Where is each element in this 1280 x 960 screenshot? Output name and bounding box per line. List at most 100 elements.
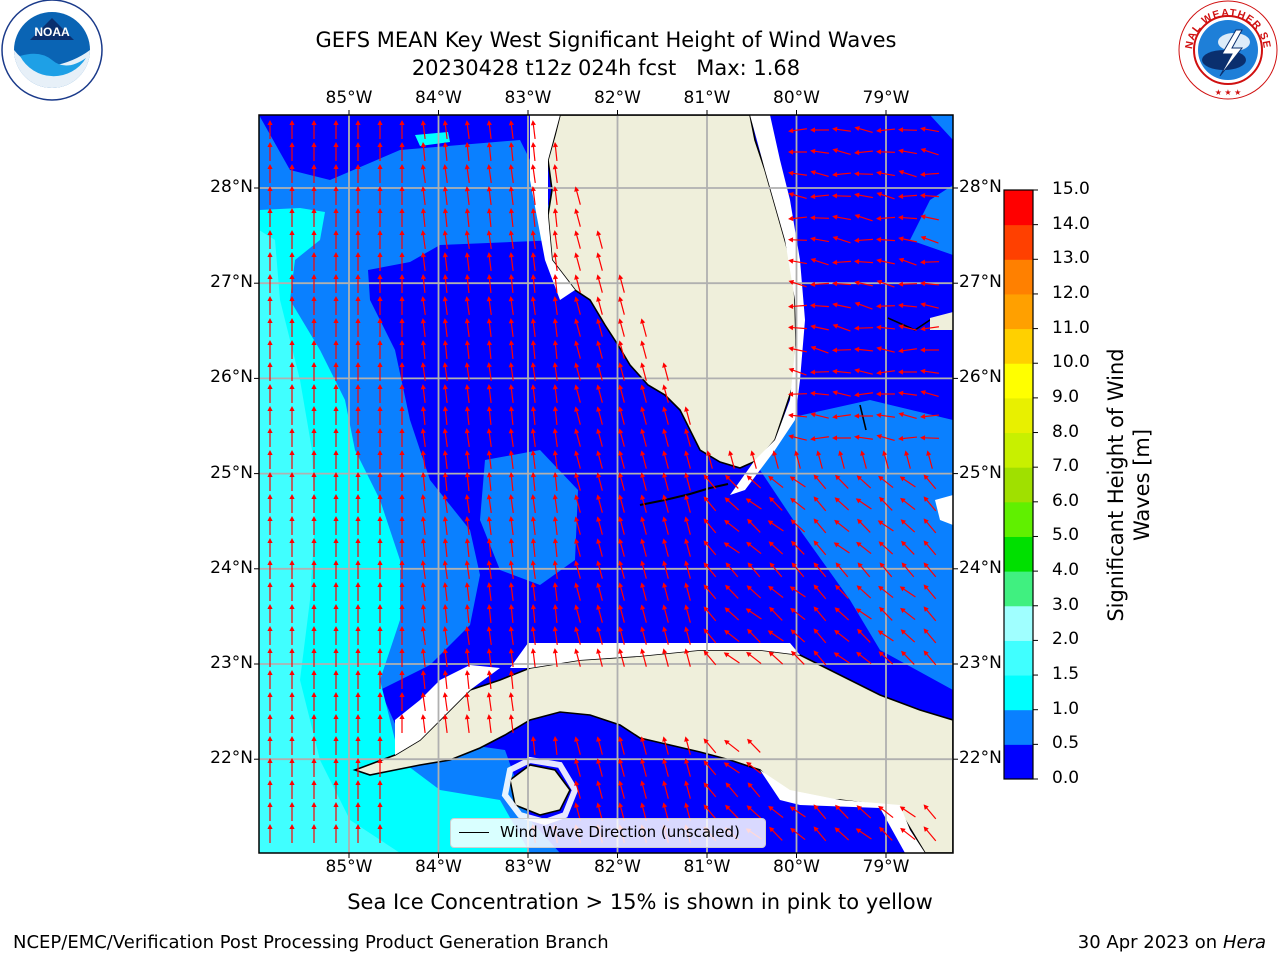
wave-arrow — [684, 758, 691, 777]
wave-arrow — [333, 252, 339, 271]
wave-arrow — [289, 164, 295, 183]
wave-arrow — [442, 384, 448, 404]
wave-arrow — [552, 384, 558, 404]
wave-arrow — [508, 670, 515, 690]
wave-arrow — [574, 582, 581, 601]
wave-arrow — [813, 650, 827, 666]
wave-arrow — [746, 761, 762, 775]
wave-arrow — [289, 692, 295, 711]
wave-arrow — [311, 274, 317, 293]
wave-arrow — [574, 340, 581, 359]
wave-arrow — [923, 562, 937, 578]
wave-arrow — [289, 560, 295, 579]
wave-arrow — [832, 235, 851, 244]
wave-arrow — [530, 230, 536, 249]
lat-tick-label-right: 27°N — [959, 272, 1002, 293]
lon-tick-label-bottom: 82°W — [594, 857, 641, 877]
lat-tick-label-left: 28°N — [210, 177, 253, 197]
wave-arrow — [442, 274, 449, 294]
wave-arrow — [289, 714, 295, 733]
wave-arrow — [267, 208, 273, 227]
colorbar-segment — [1004, 259, 1033, 295]
wave-arrow — [377, 692, 383, 711]
wave-arrow — [854, 213, 873, 222]
wave-arrow — [552, 428, 558, 447]
wave-arrow — [900, 497, 916, 511]
wave-arrow — [420, 472, 427, 492]
wave-arrow — [640, 428, 647, 447]
wave-arrow — [810, 412, 829, 419]
wave-arrow — [788, 412, 808, 419]
wave-arrow — [898, 281, 918, 287]
wave-arrow — [289, 538, 295, 557]
colorbar-segment — [1004, 363, 1033, 399]
wave-arrow — [876, 258, 895, 265]
wave-arrow — [878, 541, 894, 555]
colorbar-segment — [1004, 328, 1033, 364]
wave-arrow — [920, 302, 939, 309]
wave-arrow — [267, 230, 273, 249]
wave-arrow — [377, 252, 383, 271]
wave-arrow — [355, 142, 361, 161]
wave-arrow — [552, 274, 559, 294]
wave-arrow — [311, 142, 317, 161]
wave-arrow — [923, 650, 937, 666]
wave-arrow — [618, 318, 625, 337]
wave-arrow — [399, 626, 405, 645]
wave-arrow — [508, 142, 515, 162]
wave-arrow — [703, 650, 717, 666]
wave-arrow — [333, 802, 339, 821]
wave-arrow — [768, 651, 784, 665]
wave-arrow — [377, 780, 383, 799]
wave-arrow — [464, 648, 470, 668]
wave-arrow — [596, 230, 603, 249]
wave-arrow — [854, 259, 874, 265]
colorbar-segment — [1004, 640, 1033, 676]
wave-arrow — [267, 670, 273, 689]
sea-ice-note: Sea Ice Concentration > 15% is shown in … — [347, 890, 933, 914]
wave-arrow — [596, 494, 603, 513]
wave-arrow — [442, 450, 448, 470]
colorbar-segment — [1004, 501, 1033, 537]
wave-arrow — [898, 390, 917, 396]
wave-arrow — [442, 604, 449, 624]
wave-arrow — [596, 428, 603, 447]
wave-arrow — [377, 186, 383, 205]
wave-arrow — [552, 450, 558, 470]
ocean-mid-patch — [480, 450, 578, 585]
wave-arrow — [854, 192, 873, 199]
wave-arrow — [333, 142, 339, 161]
wave-arrow — [832, 435, 851, 441]
wave-arrow — [267, 340, 273, 359]
colorbar-segment — [1004, 293, 1033, 330]
wave-arrow — [420, 670, 427, 690]
wave-arrow — [767, 630, 784, 642]
wave-arrow — [747, 782, 761, 798]
wave-arrow — [552, 164, 558, 183]
wave-arrow — [333, 538, 339, 557]
wave-arrow — [724, 519, 740, 533]
wave-arrow — [662, 758, 669, 777]
wave-arrow — [898, 193, 918, 199]
wave-arrow — [810, 215, 830, 221]
wave-arrow — [832, 148, 851, 156]
wave-arrow — [810, 193, 830, 200]
wave-arrow — [311, 252, 317, 271]
nodata-cuba-north — [510, 643, 800, 668]
wave-arrow — [486, 274, 493, 294]
colorbar-segment — [1004, 224, 1033, 260]
svg-text:★ ★ ★: ★ ★ ★ — [1215, 88, 1242, 97]
chart-title: GEFS MEAN Key West Significant Height of… — [315, 28, 897, 52]
lat-tick-label-right: 23°N — [959, 653, 1002, 673]
wave-arrow — [596, 626, 603, 645]
wave-arrow — [508, 714, 514, 734]
wave-arrow — [464, 142, 471, 162]
wave-arrow — [898, 148, 917, 155]
wave-arrow — [399, 714, 405, 733]
wave-arrow — [640, 450, 647, 469]
wave-arrow — [574, 230, 581, 249]
wave-arrow — [662, 450, 669, 469]
colorbar-tick-label: 5.0 — [1052, 525, 1080, 546]
wave-arrow — [508, 208, 515, 228]
